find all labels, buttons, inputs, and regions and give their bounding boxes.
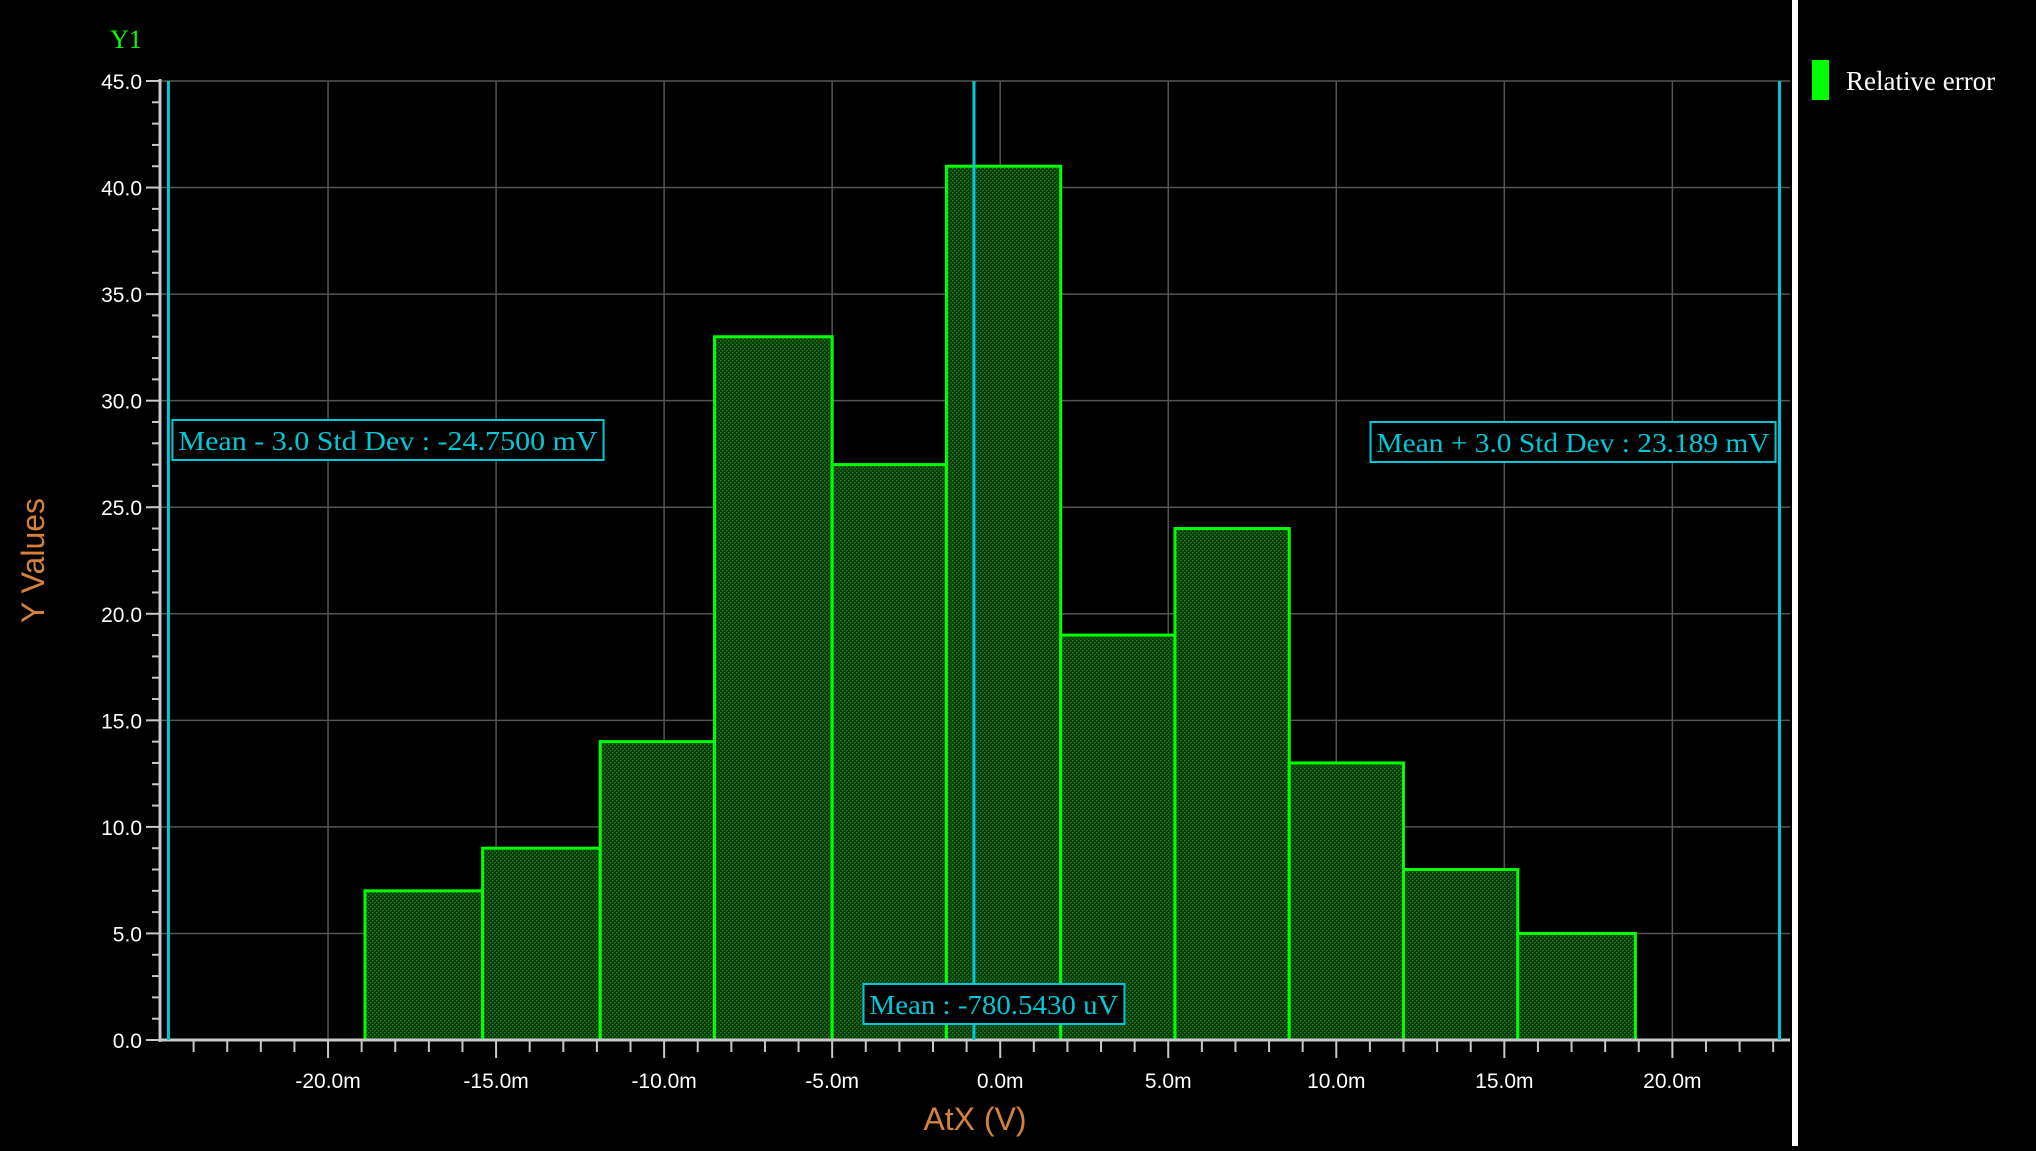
y-tick-label: 5.0 bbox=[113, 923, 142, 946]
y-tick-label: 35.0 bbox=[101, 284, 142, 307]
histogram-bar[interactable] bbox=[481, 846, 602, 1042]
y-tick-label: 0.0 bbox=[113, 1030, 142, 1053]
x-tick-label: 10.0m bbox=[1307, 1070, 1365, 1093]
y-axis-title: Y Values bbox=[15, 498, 51, 623]
x-tick-label: -20.0m bbox=[295, 1070, 360, 1093]
histogram-bar[interactable] bbox=[1287, 761, 1406, 1042]
histogram-bar[interactable] bbox=[944, 164, 1063, 1042]
legend-panel: Relative error bbox=[1798, 0, 2036, 1146]
legend-swatch bbox=[1812, 60, 1829, 100]
y-tick-label: 20.0 bbox=[101, 604, 142, 627]
marker-label-box bbox=[862, 983, 1126, 1025]
x-tick-label: 5.0m bbox=[1145, 1070, 1192, 1093]
histogram-bar[interactable] bbox=[598, 740, 717, 1042]
legend-label-relative-error: Relative error bbox=[1846, 66, 1996, 96]
histogram-bar[interactable] bbox=[1173, 527, 1291, 1042]
y-tick-label: 45.0 bbox=[101, 71, 142, 94]
marker-label: Mean - 3.0 Std Dev : -24.7500 mV bbox=[178, 426, 598, 456]
y-tick-label: 25.0 bbox=[101, 497, 142, 520]
histogram-chart: 0.0 5.0 10.0 15.0 20.0 25.0 30.0 35.0 40.0 45.0 -2… bbox=[15, 25, 1790, 1137]
x-axis-title: AtX (V) bbox=[923, 1101, 1026, 1137]
plot-panel: 0.0 5.0 10.0 15.0 20.0 25.0 30.0 35.0 40.0 45.0 -2… bbox=[15, 25, 1790, 1137]
histogram-bar[interactable] bbox=[1402, 868, 1520, 1042]
x-tick-label: 20.0m bbox=[1643, 1070, 1701, 1093]
y-tick-label: 30.0 bbox=[101, 391, 142, 414]
legend-divider[interactable] bbox=[1792, 0, 1798, 1146]
x-tick-label: -10.0m bbox=[631, 1070, 696, 1093]
y-axis-name: Y1 bbox=[110, 25, 142, 54]
histogram-bar[interactable] bbox=[713, 335, 834, 1042]
x-tick-label: 15.0m bbox=[1475, 1070, 1533, 1093]
y-tick-label: 15.0 bbox=[101, 710, 142, 733]
marker-label-box bbox=[1369, 421, 1777, 463]
x-tick-label: -15.0m bbox=[463, 1070, 528, 1093]
marker-label: Mean : -780.5430 uV bbox=[870, 990, 1119, 1020]
marker-label-box bbox=[171, 419, 605, 461]
marker-label: Mean + 3.0 Std Dev : 23.189 mV bbox=[1377, 428, 1771, 458]
y-tick-label: 40.0 bbox=[101, 178, 142, 201]
histogram-bar[interactable] bbox=[1059, 633, 1177, 1042]
x-tick-label: 0.0m bbox=[977, 1070, 1024, 1093]
histogram-bar[interactable] bbox=[830, 463, 948, 1042]
y-tick-label: 10.0 bbox=[101, 817, 142, 840]
x-tick-label: -5.0m bbox=[805, 1070, 859, 1093]
histogram-bar[interactable] bbox=[363, 889, 485, 1042]
histogram-bar[interactable] bbox=[1516, 931, 1637, 1042]
